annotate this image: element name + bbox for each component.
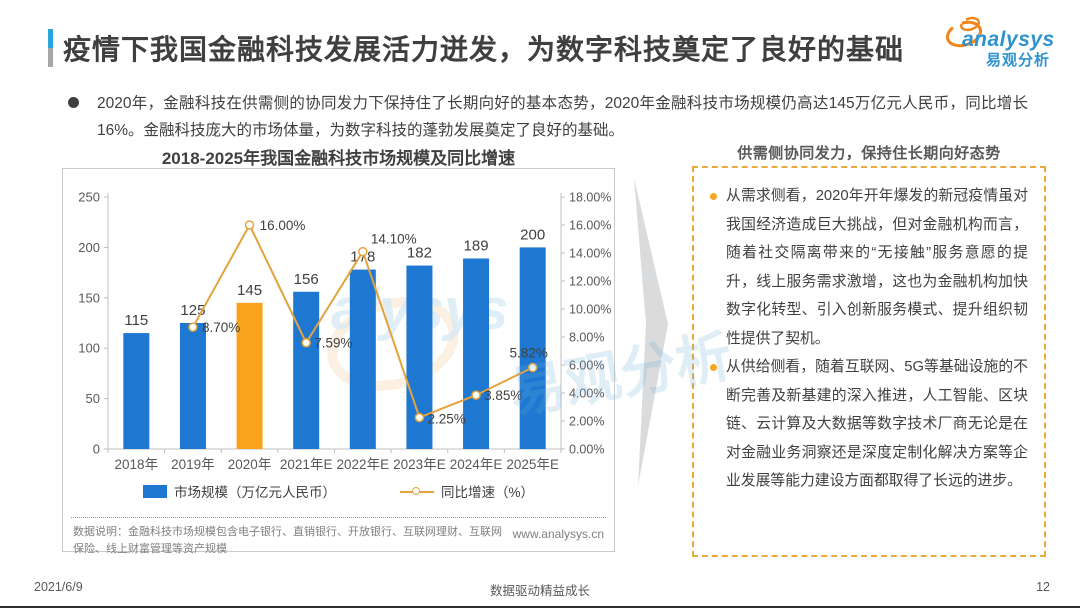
svg-text:2021年E: 2021年E: [280, 457, 333, 472]
svg-text:7.59%: 7.59%: [314, 336, 352, 351]
summary-text: 2020年，金融科技在供需侧的协同发力下保持住了长期向好的基本态势，2020年金…: [97, 95, 1028, 139]
logo-brand-text: analysys: [962, 28, 1055, 51]
insight-bullet-demand: 从需求侧看，2020年开年爆发的新冠疫情虽对我国经济造成巨大挑战，但对金融机构而…: [708, 182, 1028, 353]
svg-text:200: 200: [78, 240, 100, 255]
bar: [463, 258, 490, 449]
svg-text:200: 200: [520, 226, 545, 243]
svg-text:2.00%: 2.00%: [569, 415, 604, 429]
svg-text:182: 182: [407, 245, 432, 262]
svg-text:4.00%: 4.00%: [569, 387, 604, 401]
line-point: [414, 412, 425, 423]
insight-panel-title: 供需侧协同发力，保持住长期向好态势: [737, 145, 1001, 162]
svg-text:50: 50: [86, 391, 100, 406]
analysys-logo-swirl-icon: [945, 16, 983, 48]
svg-text:2025年E: 2025年E: [506, 457, 559, 472]
svg-text:8.70%: 8.70%: [202, 320, 240, 335]
svg-text:0: 0: [93, 442, 100, 457]
insight-panel: 从需求侧看，2020年开年爆发的新冠疫情虽对我国经济造成巨大挑战，但对金融机构而…: [692, 166, 1046, 557]
bar: [179, 323, 206, 449]
svg-text:5.82%: 5.82%: [510, 346, 548, 361]
bottom-edge-line: [0, 606, 1080, 608]
svg-text:156: 156: [294, 271, 319, 288]
legend-label: 同比增速（%）: [440, 485, 534, 500]
svg-text:10.00%: 10.00%: [569, 303, 611, 317]
chart-title: 2018-2025年我国金融科技市场规模及同比增速: [161, 149, 516, 168]
footer: 2021/6/9 数据驱动精益成长 12: [0, 580, 1080, 600]
svg-text:115: 115: [124, 312, 148, 329]
title-accent-bar: [48, 29, 53, 67]
line-point: [244, 220, 255, 230]
svg-text:189: 189: [464, 237, 489, 254]
footer-page-number: 12: [1036, 580, 1050, 594]
svg-text:145: 145: [237, 282, 262, 299]
source-url-link[interactable]: www.analysys.cn: [512, 527, 604, 541]
svg-text:16.00%: 16.00%: [260, 218, 306, 233]
svg-text:250: 250: [78, 190, 100, 205]
summary-paragraph: 2020年，金融科技在供需侧的协同发力下保持住了长期向好的基本态势，2020年金…: [68, 90, 1028, 144]
logo-brand-cn-text: 易观分析: [986, 52, 1051, 69]
svg-text:2020年: 2020年: [228, 457, 272, 472]
bar-series-swatch-icon: [142, 484, 167, 498]
footer-date: 2021/6/9: [34, 580, 83, 594]
bar: [123, 333, 150, 449]
chart-legend: 市场规模（万亿元人民币） 同比增速（%）: [63, 481, 614, 501]
svg-text:14.10%: 14.10%: [371, 232, 417, 247]
svg-text:2023年E: 2023年E: [393, 457, 446, 472]
line-point: [301, 337, 311, 348]
bar: [236, 302, 263, 449]
header: 疫情下我国金融科技发展活力迸发，为数字科技奠定了良好的基础: [48, 28, 904, 68]
page-title: 疫情下我国金融科技发展活力迸发，为数字科技奠定了良好的基础: [63, 34, 905, 65]
svg-text:12.00%: 12.00%: [569, 275, 611, 289]
footer-slogan: 数据驱动精益成长: [489, 584, 590, 598]
svg-text:18.00%: 18.00%: [569, 191, 611, 205]
legend-item-market-size: 市场规模（万亿元人民币）: [142, 481, 336, 501]
analysys-logo: analysys 易观分析: [934, 12, 1064, 69]
line-point: [358, 246, 368, 257]
line-point: [527, 362, 538, 373]
legend-item-growth-rate: 同比增速（%）: [399, 481, 534, 501]
svg-text:6.00%: 6.00%: [569, 359, 604, 373]
svg-text:2022年E: 2022年E: [337, 457, 390, 472]
transition-arrow-icon: [634, 178, 668, 486]
legend-label: 市场规模（万亿元人民币）: [173, 485, 336, 500]
line-point: [471, 390, 481, 400]
svg-text:16.00%: 16.00%: [569, 219, 611, 233]
svg-text:2024年E: 2024年E: [450, 457, 503, 472]
svg-text:2019年: 2019年: [171, 457, 215, 472]
bar: [349, 269, 376, 449]
svg-text:150: 150: [78, 290, 100, 305]
line-series-swatch-icon: [399, 485, 434, 498]
market-size-chart: alysys0501001502002500.00%2.00%4.00%6.00…: [62, 168, 615, 555]
svg-text:8.00%: 8.00%: [569, 331, 604, 345]
svg-text:100: 100: [78, 341, 100, 356]
svg-text:2.25%: 2.25%: [427, 412, 465, 427]
insight-bullet-list: 从需求侧看，2020年开年爆发的新冠疫情虽对我国经济造成巨大挑战，但对金融机构而…: [708, 182, 1028, 496]
svg-text:3.85%: 3.85%: [484, 388, 522, 403]
svg-text:0.00%: 0.00%: [569, 443, 604, 457]
bar: [293, 291, 320, 449]
bar: [519, 247, 546, 449]
insight-bullet-supply: 从供给侧看，随着互联网、5G等基础设施的不断完善及新基建的深入推进，人工智能、区…: [708, 353, 1028, 496]
chart-plot-area: alysys0501001502002500.00%2.00%4.00%6.00…: [78, 190, 611, 473]
chart-footnote-divider: [71, 517, 606, 518]
svg-text:2018年: 2018年: [115, 457, 159, 472]
svg-text:14.00%: 14.00%: [569, 247, 611, 261]
chart-footnote: 数据说明：金融科技市场规模包含电子银行、直销银行、开放银行、互联网理财、互联网保…: [73, 526, 502, 556]
bullet-dot-icon: [68, 97, 79, 108]
line-point: [188, 322, 198, 332]
